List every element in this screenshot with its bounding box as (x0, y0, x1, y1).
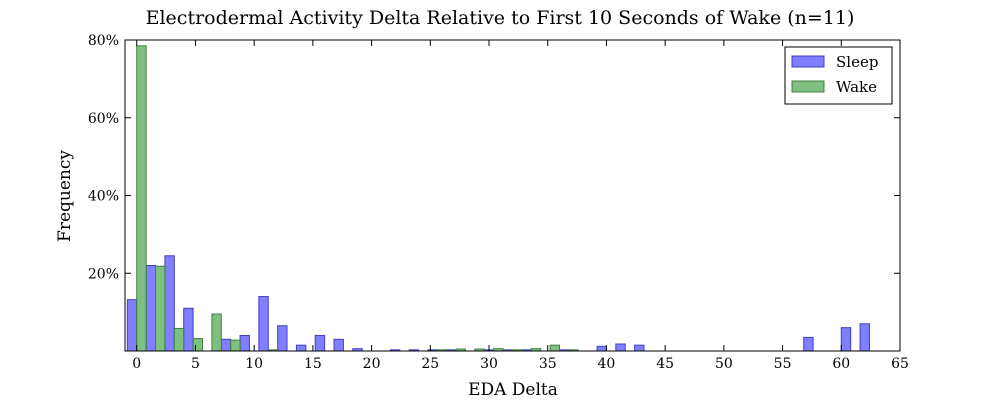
bar-wake (155, 265, 166, 352)
y-axis-title: Frequency (55, 150, 75, 242)
legend-swatch-sleep (791, 55, 825, 68)
x-tick-label: 25 (421, 356, 439, 372)
bar-sleep (220, 338, 232, 352)
bar-sleep (596, 345, 607, 352)
bar-sleep (314, 334, 326, 352)
bar-wake (211, 313, 222, 352)
ticks-layer: 0 5 10 15 20 25 30 35 40 45 50 55 60 65 20% 40% 60% 80% (88, 33, 909, 372)
x-tick-label: 55 (774, 356, 792, 372)
bar-sleep (183, 307, 194, 352)
bar-sleep (258, 296, 269, 352)
x-tick-label: 45 (656, 356, 674, 372)
bar-sleep (164, 255, 175, 352)
legend-swatch-wake (791, 80, 825, 93)
x-tick-label: 40 (598, 356, 616, 372)
bar-sleep (634, 344, 645, 352)
plot-frame (124, 39, 901, 352)
bar-wake (173, 327, 185, 352)
bar-sleep (126, 299, 138, 352)
legend-label-wake: Wake (836, 78, 877, 96)
x-tick-label: 35 (539, 356, 557, 372)
y-tick-label: 80% (88, 33, 119, 49)
bar-sleep (333, 338, 344, 352)
chart-title: Electrodermal Activity Delta Relative to… (146, 7, 855, 29)
bar-wake (192, 338, 204, 352)
x-tick-label: 15 (304, 356, 322, 372)
bar-sleep (295, 344, 307, 352)
x-tick-label: 65 (891, 356, 909, 372)
x-tick-label: 5 (191, 356, 200, 372)
x-tick-label: 50 (715, 356, 733, 372)
legend: Sleep Wake (784, 46, 893, 105)
x-tick-label: 30 (480, 356, 498, 372)
x-axis-title: EDA Delta (468, 380, 558, 400)
bar-sleep (615, 343, 626, 352)
bar-sleep (840, 327, 852, 352)
bar-wake (136, 45, 147, 352)
bar-sleep (239, 334, 250, 352)
y-tick-label: 60% (88, 111, 119, 127)
bar-wake (549, 344, 560, 352)
y-tick-label: 40% (88, 189, 119, 205)
bar-sleep (277, 325, 288, 352)
bar-wake (230, 339, 241, 352)
bar-sleep (145, 264, 157, 352)
y-tick-label: 20% (88, 266, 119, 282)
x-tick-label: 20 (363, 356, 381, 372)
x-tick-label: 0 (132, 356, 141, 372)
bar-sleep (859, 323, 870, 352)
x-tick-label: 10 (245, 356, 263, 372)
legend-label-sleep: Sleep (836, 53, 878, 71)
x-tick-label: 60 (832, 356, 850, 372)
bars-layer (126, 45, 870, 352)
bar-sleep (803, 336, 814, 352)
